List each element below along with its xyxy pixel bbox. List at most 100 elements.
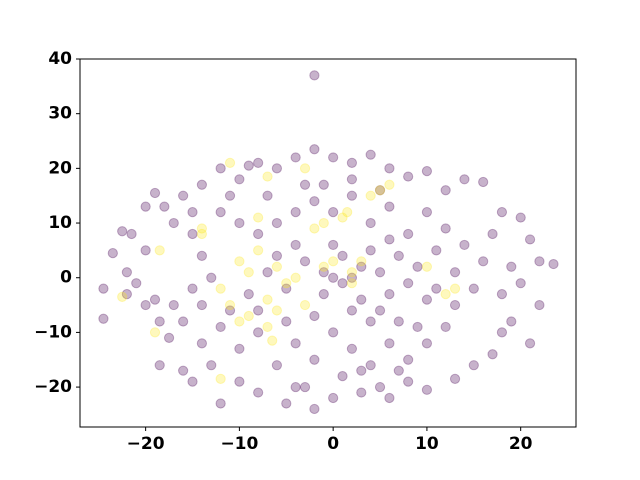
- scatter-point: [524, 338, 536, 349]
- scatter-point: [309, 354, 320, 365]
- scatter-point: [440, 321, 451, 333]
- scatter-point: [421, 165, 433, 177]
- scatter-point: [328, 207, 339, 218]
- scatter-point: [215, 207, 226, 218]
- scatter-point: [178, 190, 189, 201]
- scatter-point: [224, 157, 236, 168]
- scatter-point: [117, 291, 128, 302]
- scatter-point: [117, 226, 128, 237]
- scatter-point: [487, 228, 498, 240]
- scatter-point: [393, 250, 404, 261]
- scatter-point: [365, 149, 376, 160]
- scatter-point: [440, 185, 451, 196]
- scatter-point: [187, 283, 198, 294]
- scatter-point: [206, 272, 217, 283]
- scatter-point: [159, 201, 170, 212]
- y-tick-label: −10: [34, 322, 72, 342]
- scatter-point: [262, 321, 273, 333]
- scatter-point: [318, 267, 329, 278]
- scatter-point: [346, 190, 358, 201]
- scatter-point: [253, 387, 264, 398]
- scatter-point: [506, 316, 517, 327]
- scatter-point: [262, 190, 273, 201]
- scatter-point: [187, 376, 198, 387]
- scatter-point: [126, 228, 137, 240]
- scatter-point: [449, 267, 461, 278]
- scatter-point: [346, 278, 358, 289]
- scatter-point: [98, 313, 109, 324]
- scatter-point: [215, 283, 226, 294]
- scatter-point: [243, 160, 254, 171]
- scatter-point: [309, 196, 320, 207]
- scatter-point: [234, 174, 245, 185]
- scatter-point: [224, 305, 236, 316]
- scatter-point: [253, 212, 264, 223]
- scatter-point: [346, 157, 358, 168]
- scatter-point: [154, 360, 165, 371]
- scatter-point: [271, 163, 282, 174]
- y-tick-label: 0: [60, 268, 72, 288]
- scatter-point: [290, 272, 301, 283]
- scatter-point: [140, 201, 151, 212]
- y-tick-label: 40: [48, 49, 72, 69]
- scatter-point: [431, 245, 442, 256]
- scatter-point: [374, 185, 386, 196]
- scatter-point: [224, 190, 236, 201]
- scatter-point: [299, 179, 311, 190]
- scatter-point: [154, 316, 165, 327]
- scatter-point: [365, 190, 376, 201]
- scatter-point: [299, 163, 311, 174]
- scatter-point: [403, 171, 414, 182]
- x-tick-label: 0: [327, 434, 339, 454]
- y-tick-label: −20: [34, 377, 72, 397]
- scatter-point: [168, 217, 179, 229]
- y-tick-label: 30: [48, 104, 72, 124]
- scatter-point: [281, 283, 292, 294]
- scatter-point: [234, 316, 245, 327]
- scatter-point: [365, 360, 376, 371]
- scatter-point: [346, 267, 358, 278]
- scatter-point: [98, 283, 109, 294]
- scatter-point: [271, 217, 282, 229]
- scatter-point: [196, 299, 207, 311]
- scatter-point: [224, 299, 236, 311]
- scatter-point: [496, 327, 508, 338]
- scatter-point: [243, 267, 254, 278]
- scatter-point: [384, 338, 395, 349]
- scatter-point: [140, 299, 151, 311]
- scatter-point: [309, 223, 320, 234]
- scatter-point: [140, 245, 151, 256]
- scatter-point: [121, 267, 132, 278]
- scatter-point: [271, 305, 282, 316]
- scatter-point: [356, 256, 367, 267]
- scatter-point: [299, 299, 311, 311]
- scatter-point: [328, 392, 339, 404]
- scatter-point: [421, 207, 433, 218]
- scatter-point: [328, 256, 339, 267]
- y-tick-label: 10: [48, 213, 72, 233]
- scatter-point: [309, 144, 320, 155]
- scatter-point: [253, 245, 264, 256]
- scatter-point: [309, 310, 320, 322]
- scatter-point: [318, 289, 329, 300]
- scatter-point: [154, 245, 165, 256]
- scatter-point: [393, 316, 404, 327]
- scatter-point: [168, 299, 179, 311]
- scatter-point: [346, 343, 358, 354]
- scatter-point: [431, 283, 442, 294]
- scatter-point: [281, 278, 292, 289]
- scatter-point: [384, 392, 395, 404]
- scatter-point: [356, 365, 367, 376]
- scatter-point: [412, 321, 423, 333]
- scatter-point: [449, 299, 461, 311]
- scatter-point: [346, 272, 358, 283]
- scatter-point: [318, 261, 329, 272]
- x-tick-label: 10: [415, 434, 439, 454]
- scatter-point: [178, 365, 189, 376]
- scatter-point: [149, 187, 161, 199]
- scatter-point: [234, 376, 245, 387]
- scatter-point: [524, 234, 536, 245]
- scatter-point: [515, 278, 526, 289]
- scatter-point: [356, 294, 367, 305]
